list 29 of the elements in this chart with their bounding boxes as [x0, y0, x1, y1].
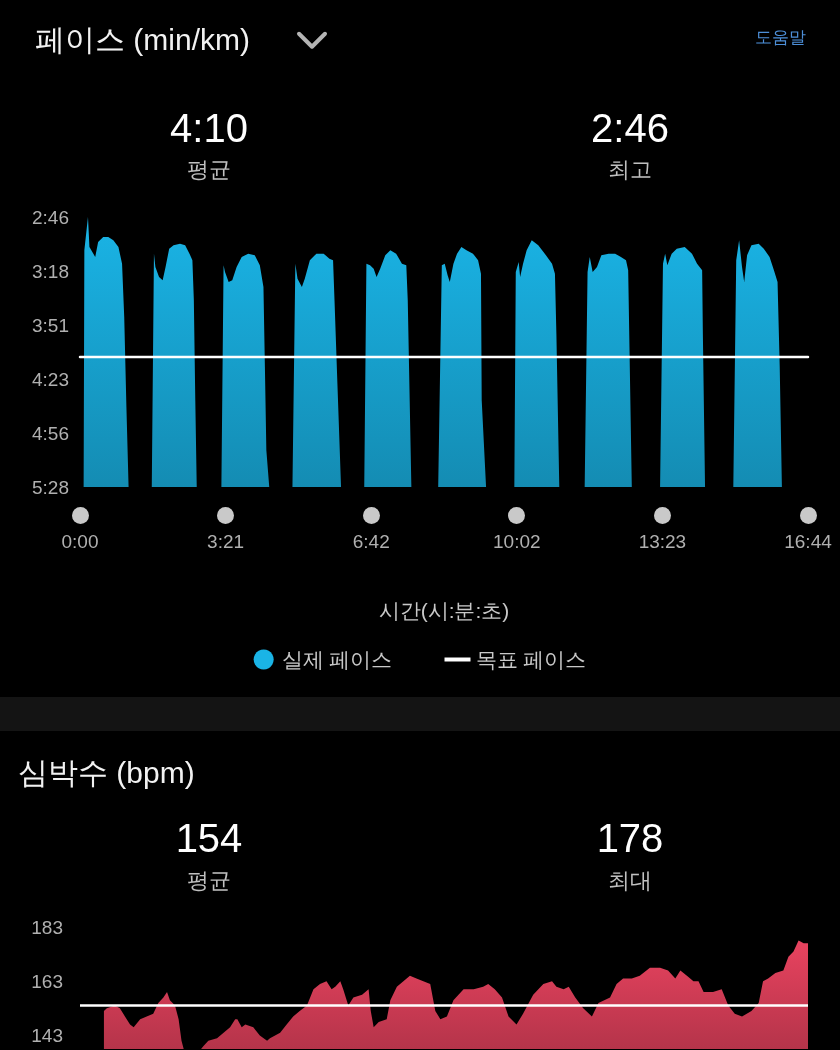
x-tick-label: 3:21 [207, 531, 245, 552]
y-tick-label: 2:46 [32, 206, 69, 228]
x-tick-label: 6:42 [352, 531, 390, 552]
legend-label: 실제 페이스 [281, 648, 393, 671]
text: 최고 [608, 156, 652, 183]
legend-label: 목표 페이스 [475, 648, 587, 671]
text: 평균 [187, 867, 231, 894]
text: 최대 [608, 867, 652, 894]
text: 평균 [187, 156, 231, 183]
text: 2:46 [591, 106, 669, 150]
text: 154 [175, 816, 243, 860]
y-tick-label: 3:51 [32, 314, 69, 336]
y-tick-label: 143 [31, 1024, 63, 1046]
chart-title: 페이스 (min/km) [35, 22, 250, 58]
text: 178 [596, 816, 664, 860]
x-tick-label: 0:00 [61, 531, 99, 552]
x-tick-label: 10:02 [493, 531, 541, 552]
y-tick-label: 183 [31, 916, 63, 938]
x-axis-title: 시간(시:분:초) [378, 599, 510, 622]
y-tick-label: 4:56 [32, 422, 69, 444]
x-tick-label: 13:23 [638, 531, 687, 552]
chart-title: 심박수 (bpm) [18, 755, 195, 791]
y-tick-label: 5:28 [32, 476, 69, 498]
text: 4:10 [170, 106, 248, 150]
text: 도움말 [755, 28, 806, 48]
y-tick-label: 163 [31, 970, 63, 992]
x-tick-label: 16:44 [784, 531, 833, 552]
y-tick-label: 4:23 [32, 368, 69, 390]
y-tick-label: 3:18 [32, 260, 69, 282]
